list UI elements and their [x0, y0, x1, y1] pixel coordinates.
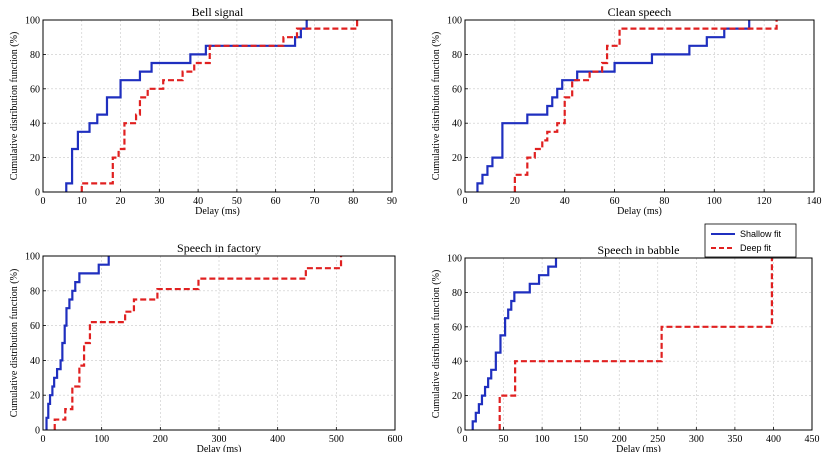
y-axis-label: Cumulative distribution function (%)	[431, 32, 442, 181]
y-tick-label: 80	[452, 288, 462, 299]
x-tick-label: 50	[232, 196, 242, 207]
x-axis-label: Delay (ms)	[195, 206, 240, 217]
x-tick-label: 300	[212, 434, 227, 445]
panel-clean-speech: 0 20 40 60 80 100 120 140 0 20 40 60 80 100 Clean spee…	[431, 5, 822, 217]
panel-speech-in-factory: 0 100 200 300 400 500 600 0 20 40 60 80 100 Speech in…	[9, 241, 403, 452]
legend-label-shallow-fit: Shallow fit	[740, 229, 782, 239]
y-tick-label: 20	[30, 153, 40, 164]
panel-bell-signal: 0 10 20 30 40 50 60 70 80 90 0 20 40 60 80 100 Bell sign…	[9, 5, 397, 217]
x-tick-label: 0	[463, 196, 468, 207]
x-tick-label: 40	[560, 196, 570, 207]
x-axis-label: Delay (ms)	[197, 444, 242, 452]
y-tick-label: 20	[30, 391, 40, 402]
y-tick-label: 80	[30, 286, 40, 297]
y-tick-label: 60	[30, 84, 40, 95]
x-tick-label: 100	[94, 434, 109, 445]
y-axis-label: Cumulative distribution function (%)	[9, 32, 20, 181]
series-line-deep-fit	[80, 20, 359, 192]
x-tick-label: 200	[153, 434, 168, 445]
x-tick-label: 80	[659, 196, 669, 207]
series-line-deep-fit	[498, 258, 773, 430]
x-tick-label: 0	[41, 196, 46, 207]
x-axis-label: Delay (ms)	[617, 206, 662, 217]
chart-title: Clean speech	[608, 5, 672, 19]
legend: Shallow fit Deep fit	[704, 223, 797, 258]
x-tick-label: 140	[807, 196, 822, 207]
series-line-shallow-fit	[45, 256, 110, 430]
x-tick-label: 60	[271, 196, 281, 207]
y-axis-label: Cumulative distribution function (%)	[431, 270, 442, 419]
x-tick-label: 400	[766, 434, 781, 445]
plot-area	[43, 20, 392, 192]
x-tick-label: 500	[329, 434, 344, 445]
y-axis-label: Cumulative distribution function (%)	[9, 269, 20, 418]
plot-frame	[464, 19, 815, 193]
y-tick-label: 100	[25, 252, 40, 263]
y-tick-label: 100	[25, 16, 40, 27]
y-tick-label: 100	[447, 16, 462, 27]
panel-speech-in-babble: 0 50 100 150 200 250 300 350 400 450 0 20 40 60 80 100 S…	[431, 243, 820, 452]
plot-frame	[42, 19, 393, 193]
x-tick-label: 70	[309, 196, 319, 207]
x-tick-label: 120	[757, 196, 772, 207]
y-tick-label: 60	[452, 84, 462, 95]
x-tick-label: 20	[510, 196, 520, 207]
x-tick-label: 30	[154, 196, 164, 207]
chart-title: Bell signal	[192, 5, 244, 19]
y-tick-label: 100	[447, 254, 462, 265]
chart-title: Speech in factory	[177, 241, 261, 255]
x-tick-label: 0	[41, 434, 46, 445]
x-tick-label: 350	[727, 434, 742, 445]
x-tick-label: 600	[388, 434, 403, 445]
x-tick-label: 300	[689, 434, 704, 445]
x-tick-label: 250	[650, 434, 665, 445]
series-line-deep-fit	[513, 20, 778, 192]
y-tick-label: 60	[452, 322, 462, 333]
series-line-deep-fit	[53, 256, 343, 430]
x-tick-label: 50	[499, 434, 509, 445]
series-line-shallow-fit	[476, 20, 751, 192]
y-tick-label: 0	[35, 188, 40, 199]
x-tick-label: 10	[77, 196, 87, 207]
y-tick-label: 0	[457, 188, 462, 199]
plot-frame	[464, 257, 813, 431]
legend-box	[704, 223, 797, 258]
y-tick-label: 20	[452, 153, 462, 164]
x-tick-label: 200	[612, 434, 627, 445]
y-tick-label: 60	[30, 321, 40, 332]
y-tick-label: 0	[35, 426, 40, 437]
y-tick-label: 20	[452, 391, 462, 402]
x-tick-label: 100	[707, 196, 722, 207]
chart-title: Speech in babble	[598, 243, 680, 257]
plot-area	[465, 20, 814, 192]
x-tick-label: 20	[116, 196, 126, 207]
x-axis-label: Delay (ms)	[616, 444, 661, 452]
y-tick-label: 0	[457, 426, 462, 437]
x-tick-label: 450	[805, 434, 820, 445]
x-tick-label: 80	[348, 196, 358, 207]
legend-label-deep-fit: Deep fit	[740, 243, 772, 253]
plot-area	[43, 256, 395, 430]
y-tick-label: 40	[452, 119, 462, 130]
series-line-shallow-fit	[65, 20, 308, 192]
plot-frame	[42, 255, 396, 431]
x-tick-label: 0	[463, 434, 468, 445]
x-tick-label: 60	[610, 196, 620, 207]
y-tick-label: 40	[30, 119, 40, 130]
x-tick-label: 150	[573, 434, 588, 445]
y-tick-label: 80	[452, 50, 462, 61]
y-tick-label: 40	[452, 357, 462, 368]
x-tick-label: 100	[535, 434, 550, 445]
series-line-shallow-fit	[471, 258, 558, 430]
y-tick-label: 40	[30, 356, 40, 367]
plot-area	[465, 258, 812, 430]
x-tick-label: 40	[193, 196, 203, 207]
x-tick-label: 90	[387, 196, 397, 207]
y-tick-label: 80	[30, 50, 40, 61]
x-tick-label: 400	[270, 434, 285, 445]
